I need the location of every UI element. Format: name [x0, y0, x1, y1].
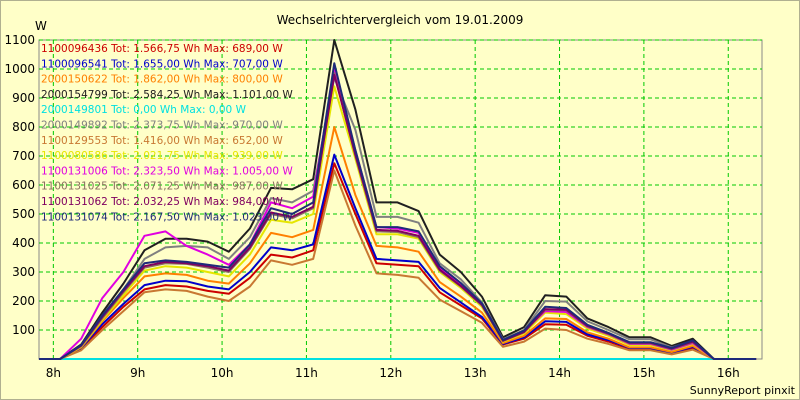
legend-entry-2000149801: 2000149801 Tot: 0,00 Wh Max: 0,00 W: [41, 104, 247, 116]
x-tick-label: 8h: [46, 366, 61, 380]
y-tick-label: 400: [12, 236, 35, 250]
legend-entry-1100131074: 1100131074 Tot: 2.167,50 Wh Max: 1.023,0…: [41, 211, 293, 223]
y-tick-label: 200: [12, 294, 35, 308]
series-line-1100129553: [39, 169, 757, 360]
series-line-2000149892: [39, 76, 757, 360]
legend-entry-1100096541: 1100096541 Tot: 1.655,00 Wh Max: 707,00 …: [41, 58, 283, 70]
legend-entry-1100080586: 1100080586 Tot: 2.021,75 Wh Max: 939,00 …: [41, 150, 283, 162]
legend-entry-2000150622: 2000150622 Tot: 1.862,00 Wh Max: 800,00 …: [41, 74, 283, 86]
x-tick-label: 11h: [295, 366, 318, 380]
series-line-2000154799: [39, 39, 757, 360]
x-tick-label: 16h: [717, 366, 740, 380]
series-line-1100131074: [39, 62, 757, 360]
chart-title: Wechselrichtervergleich vom 19.01.2009: [277, 13, 524, 27]
footer-credit: SunnyReport pinxit: [690, 384, 796, 397]
legend-entry-2000149892: 2000149892 Tot: 2.373,75 Wh Max: 970,00 …: [41, 120, 283, 132]
x-tick-label: 10h: [211, 366, 234, 380]
y-tick-label: 600: [12, 178, 35, 192]
legend-entry-1100096436: 1100096436 Tot: 1.566,75 Wh Max: 689,00 …: [41, 43, 283, 55]
legend-entry-1100129553: 1100129553 Tot: 1.416,00 Wh Max: 652,00 …: [41, 135, 283, 147]
y-tick-label: 800: [12, 120, 35, 134]
series-line-1100080586: [39, 85, 757, 360]
plot-area: [38, 39, 763, 360]
legend-entry-1100131006: 1100131006 Tot: 2.323,50 Wh Max: 1.005,0…: [41, 165, 293, 177]
legend-entry-1100131025: 1100131025 Tot: 2.071,25 Wh Max: 987,00 …: [41, 181, 283, 193]
series-line-2000150622: [39, 126, 757, 360]
y-tick-label: 500: [12, 207, 35, 221]
x-tick-label: 13h: [464, 366, 487, 380]
x-tick-label: 14h: [548, 366, 571, 380]
legend-entry-1100131062: 1100131062 Tot: 2.032,25 Wh Max: 984,00 …: [41, 196, 283, 208]
y-tick-label: 700: [12, 149, 35, 163]
y-tick-label: 900: [12, 91, 35, 105]
legend-entry-2000154799: 2000154799 Tot: 2.584,25 Wh Max: 1.101,0…: [41, 89, 293, 101]
x-tick-label: 9h: [130, 366, 145, 380]
y-tick-label: 100: [12, 323, 35, 337]
x-tick-label: 15h: [632, 366, 655, 380]
y-tick-label: 300: [12, 265, 35, 279]
y-axis-unit: W: [35, 19, 47, 33]
y-tick-label: 1000: [4, 62, 35, 76]
y-tick-label: 1100: [4, 33, 35, 47]
x-tick-label: 12h: [379, 366, 402, 380]
